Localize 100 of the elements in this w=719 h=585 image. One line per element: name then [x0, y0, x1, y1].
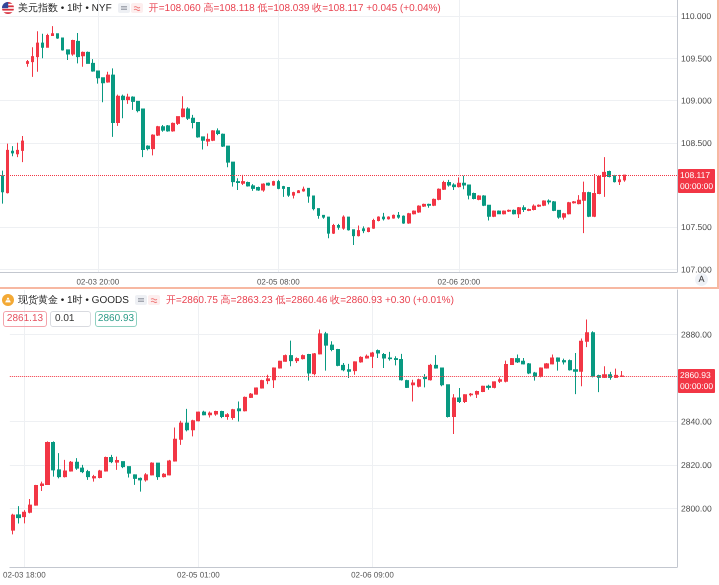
price-field: 2860.93 [95, 311, 137, 327]
candlestick [510, 358, 514, 366]
candlestick [185, 408, 189, 432]
candlestick [26, 59, 29, 68]
candlestick [104, 456, 108, 472]
candlestick [469, 392, 473, 397]
candlestick [591, 330, 595, 378]
candlestick [362, 226, 365, 234]
candlestick [295, 356, 299, 364]
candlestick [272, 180, 275, 186]
candlestick [377, 216, 380, 222]
candlestick [307, 353, 311, 382]
candlestick [16, 506, 21, 524]
x-tick-label: 02-03 18:00 [2, 570, 46, 580]
y-tick-label: 107.000 [681, 264, 712, 274]
candlestick [423, 374, 427, 388]
candlestick [292, 191, 295, 200]
candlestick [51, 440, 55, 478]
candlestick [392, 214, 395, 220]
candlestick [150, 462, 154, 476]
price-tag: 2860.93 00:00:00 [678, 369, 716, 394]
candlestick [327, 216, 330, 239]
candlestick [330, 340, 334, 352]
candlestick [109, 454, 113, 464]
candlestick [337, 223, 340, 230]
candlestick [357, 225, 360, 238]
candlestick [266, 182, 270, 186]
x-tick-label: 02-05 01:00 [177, 570, 220, 580]
x-tick-label: 02-05 08:00 [256, 278, 300, 286]
candlestick [585, 319, 589, 348]
candlestick [512, 208, 516, 216]
candlestick [261, 182, 265, 192]
candlestick [22, 510, 26, 524]
candlestick [36, 30, 39, 72]
candlestick [237, 400, 241, 422]
candlestick [397, 212, 400, 220]
candlestick [46, 33, 49, 48]
candlestick [121, 461, 125, 469]
candlestick [597, 374, 601, 393]
candlestick [92, 474, 96, 482]
candlestick [427, 203, 431, 208]
candlestick [173, 427, 177, 462]
candlestick [16, 142, 19, 158]
candlestick [342, 214, 345, 230]
candlestick [111, 68, 115, 138]
candlestick [61, 38, 64, 52]
candlestick [359, 356, 363, 364]
candlestick [156, 462, 160, 480]
candlestick [214, 410, 218, 416]
candlestick [405, 379, 409, 388]
candlestick [347, 363, 351, 378]
candlestick [481, 385, 485, 393]
candlestick [324, 331, 328, 372]
x-tick-label: 02-03 20:00 [76, 278, 120, 286]
candlestick [11, 513, 15, 535]
candlestick [127, 466, 131, 478]
candlestick [613, 174, 616, 183]
candlestick [69, 460, 73, 472]
candlestick [457, 387, 461, 404]
price-tag: 108.117 00:00:00 [678, 168, 716, 193]
candlestick [28, 498, 32, 514]
y-tick-label: 2820.00 [681, 460, 712, 470]
candlestick [301, 354, 305, 360]
candlestick [56, 33, 59, 40]
candlestick [492, 210, 496, 218]
candlestick [434, 354, 438, 370]
chart-subtitle: 开=108.060 高=108.118 低=108.039 收=108.117 +0.045 (+0.04%) [148, 2, 441, 15]
candlestick [282, 185, 285, 198]
text: 开=2860.75 高=2863.23 低=2860.46 收=2860.93 +0.30 (+0.01%) [166, 294, 454, 307]
candlestick [440, 367, 444, 387]
candlestick [402, 214, 405, 224]
candlestick [533, 371, 537, 382]
y-tick-label: 2800.00 [681, 503, 712, 514]
candlestick [497, 210, 501, 214]
candlestick [352, 229, 355, 246]
candlestick [216, 128, 220, 136]
candlestick [556, 356, 560, 372]
candlestick [277, 179, 280, 190]
candlestick [302, 186, 305, 192]
candlestick [372, 218, 375, 230]
candlestick [376, 349, 380, 358]
candlestick [220, 410, 224, 419]
candlestick [307, 188, 310, 204]
candlestick [86, 469, 90, 480]
candlestick [607, 170, 611, 178]
candlestick [522, 204, 526, 213]
candlestick [225, 412, 229, 420]
candlestick [492, 380, 496, 389]
candlestick [81, 51, 85, 68]
candlestick [11, 146, 14, 157]
candlestick [452, 394, 456, 435]
candlestick [318, 329, 322, 356]
candlestick [21, 136, 24, 163]
candlestick [71, 39, 75, 56]
chart-title: 美元指数 • 1时 • NYF [18, 2, 112, 15]
y-tick-label: 108.500 [681, 138, 712, 148]
candlestick [347, 216, 350, 232]
candlestick [98, 469, 102, 479]
y-tick-label: 109.000 [681, 96, 712, 106]
y-tick-label: 2880.00 [681, 330, 712, 340]
